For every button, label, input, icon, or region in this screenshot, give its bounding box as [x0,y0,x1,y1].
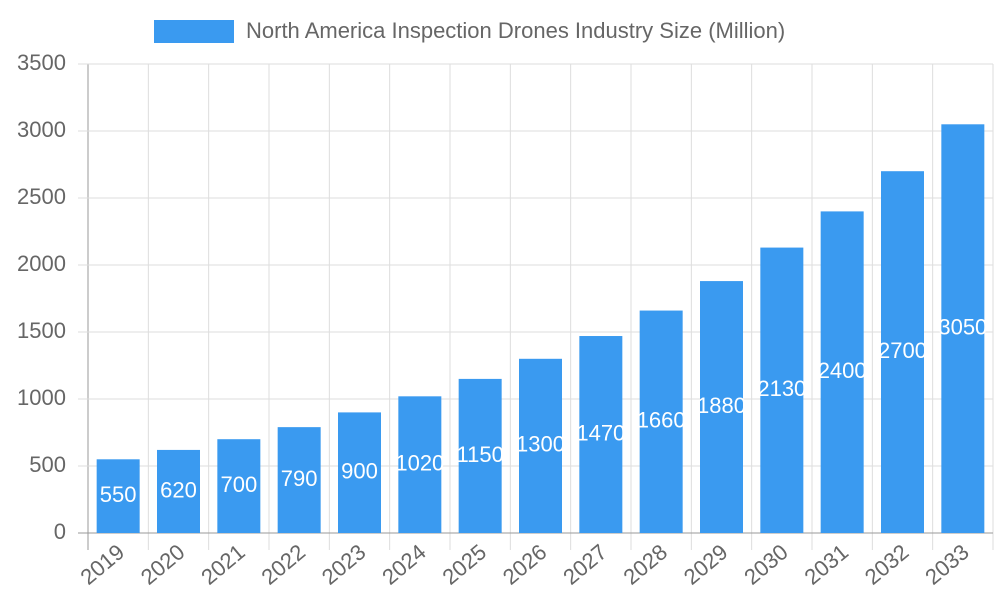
data-label: 2400 [818,358,867,383]
bar [157,449,200,533]
y-tick-label: 2000 [17,251,66,276]
bar [881,171,924,533]
y-tick-label: 2500 [17,184,66,209]
bar [639,310,683,533]
y-tick-label: 3000 [17,117,66,142]
data-label: 1660 [637,408,686,433]
data-label: 1880 [697,393,746,418]
x-tick-label: 2024 [377,539,431,590]
data-label: 790 [281,466,318,491]
bar [398,396,442,533]
bar [941,124,985,534]
y-tick-label: 1000 [17,385,66,410]
bar [760,247,804,533]
data-label: 900 [341,459,378,484]
data-label: 1150 [457,442,504,467]
x-tick-label: 2020 [136,539,190,590]
data-label: 1020 [395,450,444,475]
data-label: 550 [100,482,137,507]
x-tick-label: 2029 [679,539,733,590]
data-label: 1300 [516,432,565,457]
x-tick-label: 2021 [196,539,250,590]
bar [700,281,743,533]
x-tick-label: 2023 [317,539,371,590]
x-tick-label: 2033 [920,539,974,590]
x-tick-label: 2032 [860,539,914,590]
x-tick-label: 2030 [739,539,793,590]
bar [458,378,502,533]
x-tick-label: 2031 [800,539,854,590]
x-tick-label: 2026 [498,539,552,590]
legend-label: North America Inspection Drones Industry… [246,18,785,43]
bar [338,412,381,533]
data-label: 2130 [757,376,806,401]
x-tick-label: 2019 [76,539,130,590]
x-tick-label: 2028 [619,539,673,590]
x-tick-label: 2022 [257,539,311,590]
x-tick-label: 2027 [558,539,612,590]
bar [277,427,321,533]
bar [579,336,623,533]
x-tick-label: 2025 [438,539,492,590]
data-label: 2700 [878,338,927,363]
data-label: 3050 [938,314,987,339]
y-tick-label: 0 [54,519,66,544]
bar [519,358,562,533]
y-tick-label: 1500 [17,318,66,343]
bar [820,211,864,533]
data-label: 1470 [576,420,625,445]
data-label: 620 [160,477,197,502]
y-tick-label: 3500 [17,50,66,75]
bar [96,459,140,533]
legend-swatch [154,20,234,43]
y-tick-label: 500 [29,452,66,477]
bar [217,439,261,533]
data-label: 700 [220,472,257,497]
